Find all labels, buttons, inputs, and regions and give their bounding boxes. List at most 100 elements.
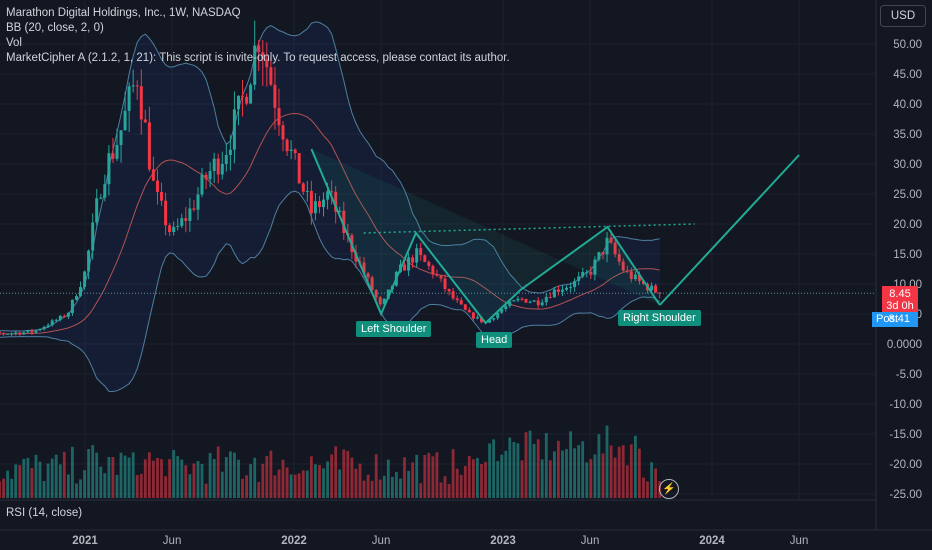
volume-bar <box>646 481 649 498</box>
candle-body <box>609 237 613 243</box>
candle-body <box>245 96 249 104</box>
currency-button[interactable]: USD <box>880 5 926 27</box>
candle-body <box>305 190 309 192</box>
candle-body <box>301 183 305 192</box>
volume-bar <box>204 483 208 498</box>
volume-bar <box>269 450 273 498</box>
volume-bar <box>455 468 459 498</box>
volume-bar <box>34 454 38 498</box>
candle-body <box>135 85 139 87</box>
volume-bar <box>395 471 398 498</box>
post-label: Post <box>876 313 899 325</box>
time-axis-tick-label: 2022 <box>281 535 307 547</box>
volume-bar <box>625 465 629 498</box>
volume-bar <box>91 445 95 498</box>
volume-bar <box>540 459 544 498</box>
volume-bar <box>229 451 232 498</box>
volume-bar <box>322 468 325 498</box>
candle-body <box>70 299 74 313</box>
candle-body <box>156 180 159 192</box>
candle-body <box>617 254 621 262</box>
volume-bar <box>544 433 548 498</box>
candle-body <box>285 139 289 152</box>
price-axis-tick-label: 35.00 <box>893 129 922 141</box>
price-axis-tick-label: 40.00 <box>893 99 922 111</box>
volume-bar <box>391 476 394 498</box>
volume-bar <box>342 449 346 498</box>
volume-bar <box>358 463 362 498</box>
volume-bar <box>354 468 358 498</box>
candle-body <box>488 319 492 323</box>
candle-body <box>508 301 512 306</box>
head-label: Head <box>476 332 513 348</box>
candle-body <box>451 291 455 299</box>
candle-body <box>0 331 1 334</box>
candle-body <box>512 300 516 302</box>
volume-bar <box>431 456 435 498</box>
volume-bar <box>50 458 54 498</box>
candle-body <box>561 289 564 292</box>
volume-bar <box>79 479 82 498</box>
candlestick-series <box>0 20 876 337</box>
bb-channel-fill <box>0 21 660 392</box>
candle-body <box>427 261 431 266</box>
post-value: 8.41 <box>888 313 910 325</box>
candle-body <box>431 265 435 275</box>
lightning-icon[interactable]: ⚡ <box>659 479 679 499</box>
volume-bar <box>589 459 593 498</box>
chart-legend: Marathon Digital Holdings, Inc., 1W, NAS… <box>6 6 510 66</box>
time-axis-tick-label: 2023 <box>490 535 516 547</box>
candle-body <box>168 225 172 232</box>
volume-bar <box>476 457 479 498</box>
volume-bar <box>293 474 297 498</box>
candle-body <box>504 305 508 310</box>
candle-body <box>103 184 107 198</box>
candle-body <box>42 326 46 330</box>
candle-body <box>597 252 601 260</box>
volume-bar <box>196 461 200 498</box>
volume-bar <box>366 474 370 498</box>
volume-bar <box>601 453 605 498</box>
candle-body <box>573 280 577 288</box>
volume-bar <box>192 463 196 498</box>
volume-bar <box>75 483 78 498</box>
volume-indicator-label[interactable]: Vol <box>6 37 22 49</box>
candle-body <box>386 289 390 299</box>
volume-bar <box>180 459 184 498</box>
bb-basis-line <box>0 112 660 335</box>
rsi-indicator-label[interactable]: RSI (14, close) <box>6 507 83 519</box>
volume-bar <box>314 464 317 498</box>
candle-body <box>66 312 70 317</box>
candle-body <box>601 252 605 255</box>
volume-bar <box>654 468 657 498</box>
candle-body <box>184 218 188 221</box>
neckline <box>363 223 695 234</box>
volume-bar <box>553 451 556 498</box>
volume-bar <box>160 459 163 498</box>
volume-bar <box>143 459 147 498</box>
candle-body <box>50 320 54 326</box>
volume-bar <box>253 457 257 498</box>
candle-body <box>516 298 520 301</box>
volume-bar <box>38 461 42 498</box>
post-market-tag: Post 8.41 <box>872 312 918 327</box>
volume-bar <box>504 450 508 498</box>
candle-body <box>633 274 637 280</box>
volume-bar <box>459 474 463 498</box>
candle-body <box>362 262 366 274</box>
symbol-title[interactable]: Marathon Digital Holdings, Inc., 1W, NAS… <box>6 7 241 19</box>
bollinger-band-fill <box>0 21 660 392</box>
bb-indicator-label[interactable]: BB (20, close, 2, 0) <box>6 22 104 34</box>
volume-bar <box>334 446 338 498</box>
candle-body <box>95 198 99 223</box>
volume-bar <box>472 459 475 498</box>
volume-bar <box>617 446 621 498</box>
volume-bar <box>488 443 491 498</box>
candle-body <box>54 319 58 321</box>
candle-body <box>556 289 560 292</box>
candle-body <box>520 298 524 300</box>
volume-bar <box>233 452 236 498</box>
candle-body <box>147 122 151 170</box>
marketcipher-indicator-label[interactable]: MarketCipher A (2.1.2, 1, 21): This scri… <box>6 52 510 64</box>
